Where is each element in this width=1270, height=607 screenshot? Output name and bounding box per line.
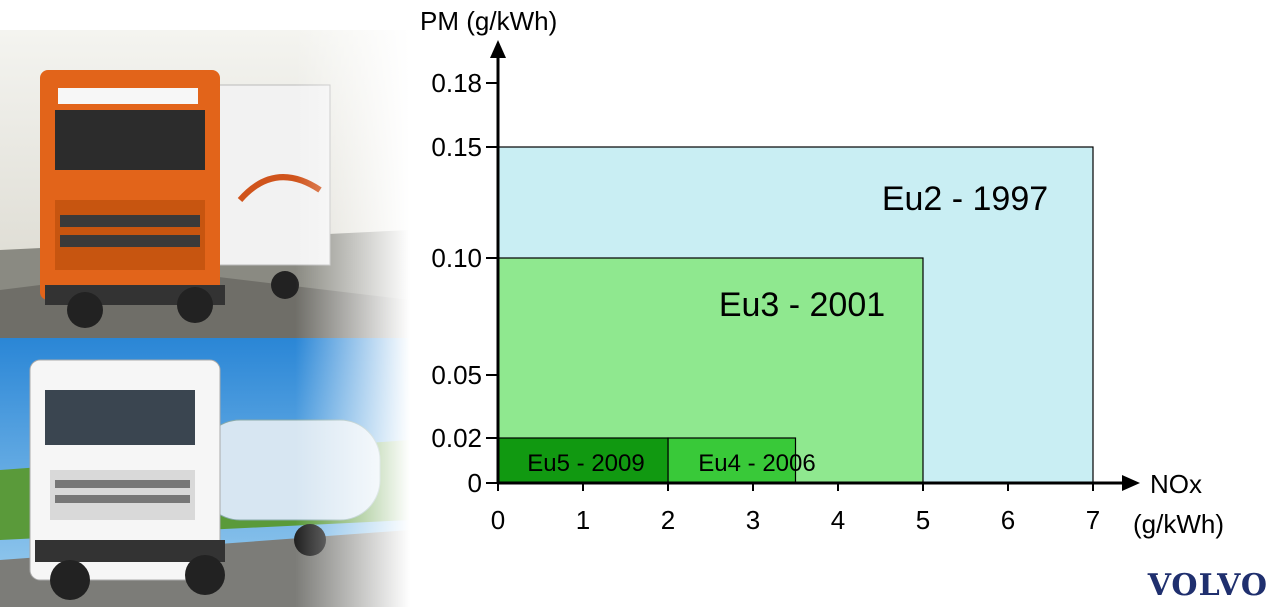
- volvo-logo: VOLVO: [1147, 568, 1268, 603]
- y-tick-label-0-18: 0.18: [431, 68, 482, 98]
- y-axis-title: PM (g/kWh): [420, 6, 557, 36]
- x-tick-label-0: 0: [491, 505, 505, 535]
- x-tick-label-1: 1: [576, 505, 590, 535]
- y-tick-label-0-05: 0.05: [431, 360, 482, 390]
- x-axis-title: NOx: [1150, 469, 1202, 499]
- x-tick-label-5: 5: [916, 505, 930, 535]
- y-tick-label-0-15: 0.15: [431, 132, 482, 162]
- region-eu5-2009: [497, 437, 669, 484]
- y-tick-label-0-1: 0.10: [431, 243, 482, 273]
- x-tick-label-7: 7: [1086, 505, 1100, 535]
- axes-layer: 0 1 2 3 4 5 6 7 0 0.02 0.05 0.10 0.15 0.18: [431, 40, 1140, 535]
- region-eu4-2006: [667, 437, 797, 484]
- x-axis-arrow: [1122, 475, 1140, 491]
- x-tick-label-6: 6: [1001, 505, 1015, 535]
- y-tick-label-0-02: 0.02: [431, 423, 482, 453]
- x-tick-label-2: 2: [661, 505, 675, 535]
- x-axis-unit: (g/kWh): [1133, 509, 1224, 539]
- region-label-eu2-1997: Eu2 - 1997: [882, 180, 1048, 218]
- region-label-eu5-2009: Eu5 - 2009: [527, 450, 644, 477]
- y-axis-arrow: [490, 40, 506, 58]
- y-tick-label-0: 0: [468, 468, 482, 498]
- x-tick-label-3: 3: [746, 505, 760, 535]
- region-label-eu3-2001: Eu3 - 2001: [719, 286, 885, 324]
- truck-photos: [0, 0, 410, 607]
- regions-layer: Eu2 - 1997 Eu3 - 2001 Eu4 - 2006 Eu5 - 2009: [497, 146, 1094, 484]
- x-tick-label-4: 4: [831, 505, 845, 535]
- region-label-eu4-2006: Eu4 - 2006: [698, 450, 815, 477]
